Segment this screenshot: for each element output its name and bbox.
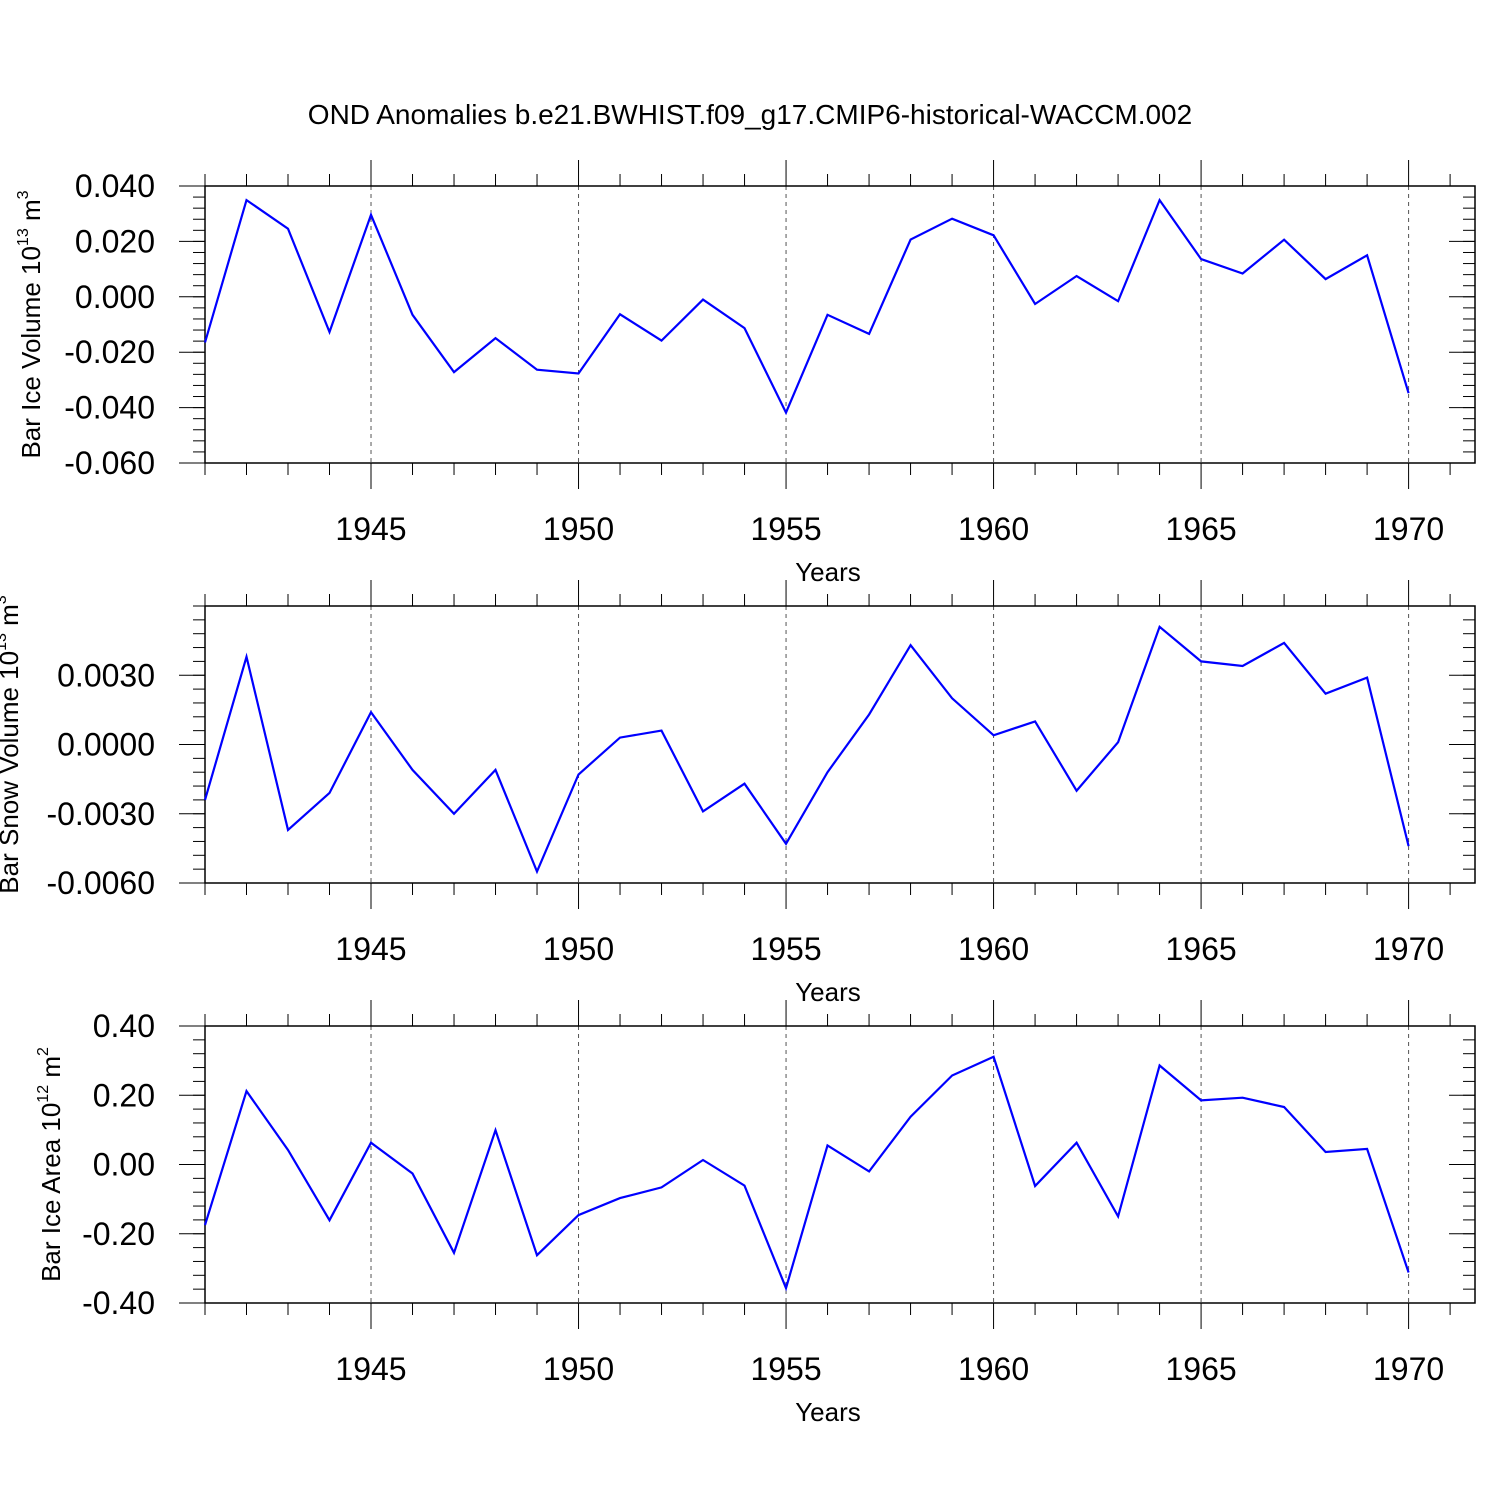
x-tick-label: 1960	[958, 931, 1029, 967]
y-tick-label: 0.020	[75, 223, 155, 259]
y-axis-title-superscript: 3	[0, 595, 10, 604]
y-tick-label: 0.20	[93, 1077, 155, 1113]
y-tick-label: 0.040	[75, 168, 155, 204]
y-axis-title-superscript: 2	[35, 1047, 52, 1056]
y-axis-title: Bar Ice Volume 1013 m3	[15, 190, 46, 458]
y-tick-label: -0.40	[82, 1285, 155, 1321]
x-tick-label: 1945	[335, 511, 406, 547]
y-tick-label: 0.0000	[57, 727, 155, 763]
series-line-ice-area	[203, 1055, 1410, 1292]
y-tick-label: -0.20	[82, 1216, 155, 1252]
x-tick-label: 1970	[1373, 1351, 1444, 1387]
series-line-snow-volume	[203, 624, 1410, 875]
y-axis-title-superscript: 13	[15, 228, 32, 246]
y-tick-label: 0.40	[93, 1008, 155, 1044]
x-tick-label: 1965	[1165, 931, 1236, 967]
panel-ice-area: 1945 1950 1955 1960 1965 1970 0.40 0.20 0.00 -0.2…	[35, 1000, 1476, 1427]
x-tick-label: 1955	[750, 1351, 821, 1387]
x-tick-label: 1965	[1165, 511, 1236, 547]
x-tick-label: 1970	[1373, 931, 1444, 967]
y-tick-label: 0.00	[93, 1147, 155, 1183]
y-tick-label: -0.0030	[46, 796, 155, 832]
x-tick-label: 1960	[958, 1351, 1029, 1387]
x-axis-title: Years	[795, 1397, 861, 1427]
series-line-ice-volume	[203, 197, 1410, 416]
y-axis-title-part: m	[0, 604, 24, 633]
x-tick-label: 1950	[543, 931, 614, 967]
x-axis-title: Years	[795, 977, 861, 1007]
plot-frame	[204, 185, 1476, 464]
y-tick-label: -0.060	[64, 445, 155, 481]
x-tick-label: 1960	[958, 511, 1029, 547]
x-tick-label: 1965	[1165, 1351, 1236, 1387]
y-axis-title-part: Bar Ice Area 10	[36, 1103, 66, 1282]
x-tick-label: 1955	[750, 511, 821, 547]
y-tick-label: -0.0060	[46, 865, 155, 901]
y-axis-title: Bar Ice Area 1012 m2	[35, 1047, 66, 1282]
x-axis-title: Years	[795, 557, 861, 587]
panel-ice-volume: 1945 1950 1955 1960 1965 1970 0.040 0.020 0.000 -…	[15, 160, 1476, 587]
y-axis-title-superscript: 12	[35, 1085, 52, 1103]
y-axis-title-superscript: 13	[0, 633, 10, 651]
y-axis-title-part: Bar Snow Volume 10	[0, 651, 24, 894]
x-tick-label: 1945	[335, 931, 406, 967]
plot-frame	[204, 1025, 1476, 1304]
y-tick-label: 0.000	[75, 279, 155, 315]
x-tick-label: 1950	[543, 1351, 614, 1387]
y-axis-title-part: m	[16, 199, 46, 228]
x-tick-label: 1945	[335, 1351, 406, 1387]
y-axis-title-superscript: 3	[15, 190, 32, 199]
y-tick-label: 0.0030	[57, 657, 155, 693]
x-tick-label: 1970	[1373, 511, 1444, 547]
y-axis-title-part: m	[36, 1056, 66, 1085]
x-tick-label: 1955	[750, 931, 821, 967]
y-axis-title: Bar Snow Volume 1013 m3	[0, 595, 24, 894]
panel-snow-volume: 1945 1950 1955 1960 1965 1970 0.0030 0.0000 -0.0…	[0, 580, 1476, 1007]
y-tick-label: -0.020	[64, 334, 155, 370]
x-tick-label: 1950	[543, 511, 614, 547]
y-tick-label: -0.040	[64, 390, 155, 426]
y-axis-title-part: Bar Ice Volume 10	[16, 246, 46, 458]
chart-title: OND Anomalies b.e21.BWHIST.f09_g17.CMIP6…	[308, 99, 1192, 130]
